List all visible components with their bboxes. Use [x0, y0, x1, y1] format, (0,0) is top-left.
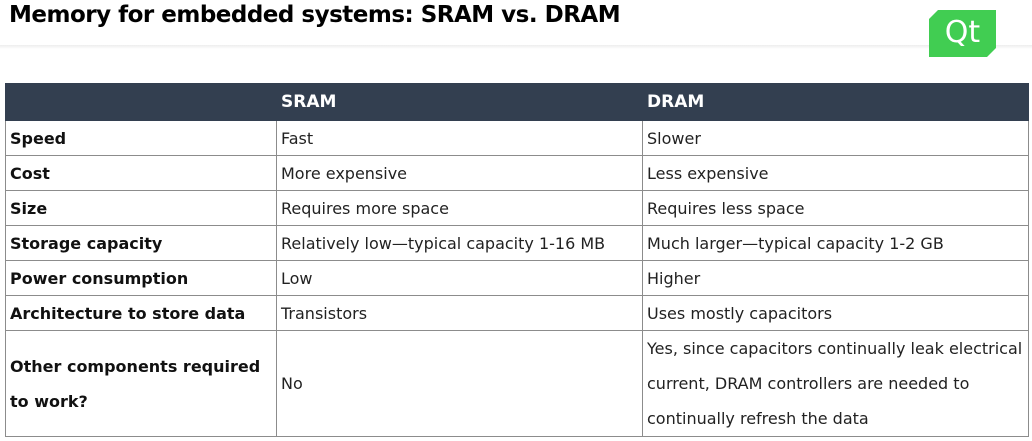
- dram-cell: Yes, since capacitors continually leak e…: [642, 330, 1029, 437]
- page-title: Memory for embedded systems: SRAM vs. DR…: [9, 2, 621, 28]
- comparison-table: SRAM DRAM Speed Fast Slower Cost More ex…: [5, 83, 1029, 437]
- dram-cell: Higher: [642, 260, 1029, 296]
- sram-cell: Fast: [276, 120, 643, 156]
- row-label: Power consumption: [5, 260, 277, 296]
- row-label: Architecture to store data: [5, 295, 277, 331]
- table-row: Architecture to store data Transistors U…: [5, 295, 1029, 331]
- sram-cell: Transistors: [276, 295, 643, 331]
- table-row: Size Requires more space Requires less s…: [5, 190, 1029, 226]
- row-label: Cost: [5, 155, 277, 191]
- sram-cell: Requires more space: [276, 190, 643, 226]
- table-row: Storage capacity Relatively low—typical …: [5, 225, 1029, 261]
- dram-cell: Less expensive: [642, 155, 1029, 191]
- sram-cell: Low: [276, 260, 643, 296]
- table-row: Speed Fast Slower: [5, 120, 1029, 156]
- table-row: Cost More expensive Less expensive: [5, 155, 1029, 191]
- row-label: Storage capacity: [5, 225, 277, 261]
- row-label: Size: [5, 190, 277, 226]
- table-row: Other components required to work? No Ye…: [5, 330, 1029, 437]
- column-header-empty: [5, 83, 277, 121]
- row-label: Other components required to work?: [5, 330, 277, 437]
- column-header-dram: DRAM: [642, 83, 1029, 121]
- sram-cell: No: [276, 330, 643, 437]
- sram-cell: Relatively low—typical capacity 1-16 MB: [276, 225, 643, 261]
- table-row: Power consumption Low Higher: [5, 260, 1029, 296]
- title-divider: [0, 45, 1032, 49]
- qt-logo: Qt: [929, 10, 996, 57]
- row-label: Speed: [5, 120, 277, 156]
- dram-cell: Much larger—typical capacity 1-2 GB: [642, 225, 1029, 261]
- table-header-row: SRAM DRAM: [5, 83, 1029, 121]
- dram-cell: Uses mostly capacitors: [642, 295, 1029, 331]
- sram-cell: More expensive: [276, 155, 643, 191]
- dram-cell: Slower: [642, 120, 1029, 156]
- dram-cell: Requires less space: [642, 190, 1029, 226]
- column-header-sram: SRAM: [276, 83, 643, 121]
